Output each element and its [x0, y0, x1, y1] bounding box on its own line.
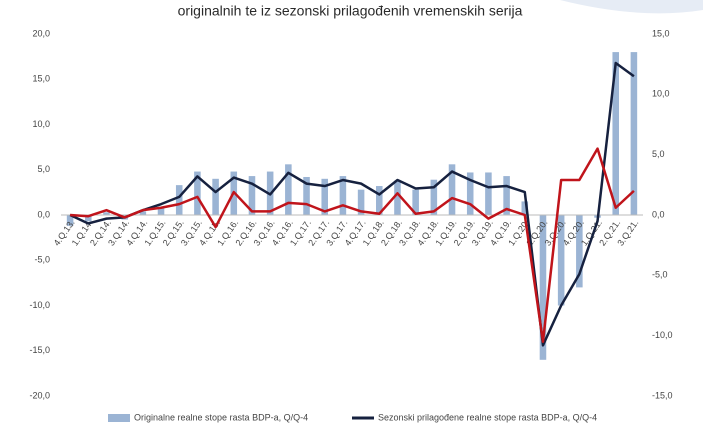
- bar: [194, 171, 201, 215]
- decoration: [560, 0, 703, 14]
- bar: [175, 185, 183, 215]
- line: [70, 147, 635, 343]
- bar: [630, 52, 638, 215]
- y2-tick-label: 5,0: [652, 149, 665, 159]
- legend-label: Originalne realne stope rasta BDP-a, Q/Q…: [134, 412, 308, 422]
- y-tick-label: -5,0: [34, 255, 50, 265]
- bar: [466, 172, 474, 215]
- bar: [448, 164, 456, 215]
- bar: [485, 172, 492, 215]
- y-tick-label: 15,0: [32, 74, 50, 84]
- bar: [157, 206, 165, 215]
- bar: [376, 186, 383, 215]
- y2-tick-label: -15,0: [652, 390, 673, 400]
- bar: [557, 215, 565, 306]
- y2-tick-label: -5,0: [652, 270, 668, 280]
- bar: [394, 180, 401, 215]
- bar: [285, 164, 292, 215]
- bar: [85, 215, 92, 222]
- bar: [139, 211, 147, 215]
- y2-tick-label: 0,0: [652, 209, 665, 219]
- bar: [503, 176, 510, 215]
- bar: [412, 189, 419, 215]
- y-tick-label: 20,0: [32, 28, 50, 38]
- bar: [576, 215, 583, 288]
- line: [69, 61, 635, 347]
- y-tick-label: 0,0: [37, 209, 50, 219]
- bar: [521, 201, 529, 215]
- bar: [66, 215, 74, 226]
- y-tick-label: 5,0: [37, 164, 50, 174]
- y-tick-label: -10,0: [29, 300, 50, 310]
- y2-tick-label: 10,0: [652, 89, 670, 99]
- legend-label: Sezonski prilagođene realne stope rasta …: [378, 412, 597, 422]
- bar: [321, 178, 328, 215]
- y-tick-label: -15,0: [29, 345, 50, 355]
- y2-tick-label: -10,0: [652, 330, 673, 340]
- bar: [248, 176, 256, 215]
- chart-title: originalnih te iz sezonski prilagođenih …: [178, 3, 523, 19]
- y-tick-label: -20,0: [29, 390, 50, 400]
- y-tick-label: 10,0: [32, 119, 50, 129]
- bar: [303, 176, 310, 215]
- bar: [539, 215, 547, 360]
- y2-tick-label: 15,0: [652, 28, 670, 38]
- bar: [357, 189, 365, 215]
- bar: [103, 212, 110, 215]
- bar: [612, 52, 619, 215]
- legend-swatch: [108, 414, 130, 422]
- bar: [339, 176, 347, 215]
- bar: [430, 179, 438, 215]
- bar: [212, 178, 219, 215]
